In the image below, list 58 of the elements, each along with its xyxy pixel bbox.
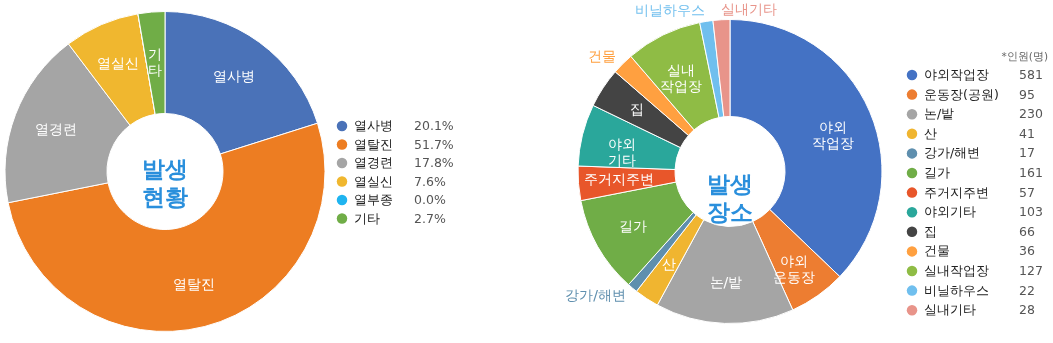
text: 열탈진 <box>173 275 216 292</box>
legend-label: 열경련 <box>354 155 393 170</box>
legend-label: 건물 <box>924 243 950 259</box>
legend-label: 야외작업장 <box>924 67 989 82</box>
legend-label: 실내작업장 <box>924 263 989 278</box>
text: 집 <box>629 101 644 118</box>
data-label: 103 <box>1019 204 1043 220</box>
text: 건물 <box>587 47 616 64</box>
text: 열실신 <box>97 55 140 72</box>
data-label: 22 <box>1019 282 1035 298</box>
data-label: 161 <box>1019 165 1043 180</box>
legend-label: 강가/해변 <box>924 145 981 161</box>
text: 논/밭 <box>709 273 743 290</box>
text: 발생 현황 <box>142 156 188 210</box>
legend-label: 논/밭 <box>924 106 955 122</box>
text: 열경련 <box>34 120 77 137</box>
text: 0.0% <box>414 192 446 207</box>
legend-title: *인원(명) <box>1001 50 1048 62</box>
text: 주거지주변 <box>583 171 654 188</box>
legend-label: 열탈진 <box>354 136 393 152</box>
text: 강가/해변 <box>565 286 627 303</box>
data-label: 230 <box>1019 106 1043 122</box>
text: 야외 기타 <box>607 135 636 168</box>
text: 열사병 <box>213 68 256 85</box>
data-label: 41 <box>1019 125 1035 141</box>
text: 발생 장소 <box>707 171 753 225</box>
data-label: 7.6% <box>414 173 446 189</box>
data-label: 17.8% <box>414 155 454 170</box>
legend-label: 열부종 <box>354 192 393 207</box>
data-label: 95 <box>1019 86 1035 102</box>
text: 비닐하우스 <box>634 2 705 19</box>
text: 야외 작업장 <box>811 118 854 151</box>
legend-label: 열실신 <box>354 173 393 189</box>
text: 길가 <box>619 217 648 234</box>
data-label: 36 <box>1019 243 1035 259</box>
data-label: 581 <box>1019 67 1043 82</box>
legend-label: 열사병 <box>354 118 393 133</box>
legend-label: 실내기타 <box>924 302 976 318</box>
legend-label: 운동장(공원) <box>924 86 999 102</box>
data-label: 2.7% <box>414 210 446 226</box>
data-label: 20.1% <box>414 118 454 133</box>
data-label: 66 <box>1019 223 1035 239</box>
data-label: 28 <box>1019 302 1035 318</box>
data-label: 17 <box>1019 145 1035 161</box>
data-label: 51.7% <box>414 136 454 152</box>
legend-label: 비닐하우스 <box>924 282 989 298</box>
legend-label: 야외기타 <box>924 204 976 220</box>
data-label: 57 <box>1019 184 1035 200</box>
legend-label: 주거지주변 <box>924 184 989 200</box>
text: 기 타 <box>148 45 163 78</box>
legend-label: 집 <box>924 223 937 239</box>
legend-label: 산 <box>924 125 937 141</box>
text: 산 <box>661 255 676 272</box>
text: 실내기타 <box>720 0 777 17</box>
legend-label: 기타 <box>354 210 380 226</box>
legend-label: 길가 <box>924 165 950 180</box>
data-label: 127 <box>1019 263 1043 278</box>
text: 실내 작업장 <box>659 62 702 95</box>
